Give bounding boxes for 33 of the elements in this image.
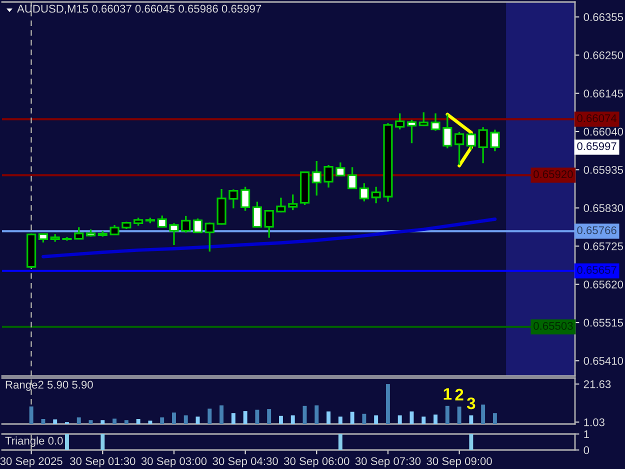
annotation: 2 bbox=[455, 388, 464, 400]
x-tick-label: 30 Sep 07:30 bbox=[355, 457, 421, 468]
ref-line-label: 0.65766 bbox=[577, 226, 616, 234]
x-tick-label: 30 Sep 06:00 bbox=[284, 457, 350, 468]
ref-line-label: 0.65920 bbox=[534, 170, 573, 178]
annotation: 1 bbox=[444, 388, 452, 400]
x-tick-label: 30 Sep 03:00 bbox=[141, 457, 207, 468]
y-tick-label: 0.65620 bbox=[584, 280, 624, 288]
chart-title: Range2 5.90 5.90 bbox=[6, 380, 93, 391]
y-tick-label: 0.65515 bbox=[584, 318, 624, 327]
y-tick-label: 1 bbox=[584, 430, 589, 438]
x-tick-label: 30 Sep 2025 bbox=[0, 457, 62, 468]
y-tick-label: 0.66355 bbox=[584, 13, 624, 22]
y-tick-label: 1.03 bbox=[584, 418, 604, 426]
y-tick-label: 0.65725 bbox=[584, 242, 624, 250]
y-tick-label: 0.65935 bbox=[584, 166, 624, 174]
y-tick-label: 0.66250 bbox=[584, 51, 624, 60]
ref-line-label: 0.66074 bbox=[577, 114, 617, 122]
chart-title: AUDUSD,M15 0.66037 0.66045 0.65986 0.65997 bbox=[17, 4, 262, 14]
y-tick-label: 21.63 bbox=[584, 380, 611, 388]
y-tick-label: 0.65830 bbox=[584, 204, 624, 212]
x-tick-label: 30 Sep 09:00 bbox=[426, 457, 492, 468]
y-tick-label: 0.66040 bbox=[584, 128, 624, 136]
y-tick-label: 0.65410 bbox=[584, 356, 624, 365]
chart-title: Triangle 0.0 bbox=[5, 436, 63, 447]
annotation: 3 bbox=[466, 397, 476, 410]
x-tick-label: 30 Sep 01:30 bbox=[70, 457, 136, 468]
annotation: 0.65997 bbox=[577, 142, 616, 150]
y-tick-label: 0 bbox=[584, 446, 590, 454]
x-tick-label: 30 Sep 04:30 bbox=[212, 457, 278, 468]
ref-line-label: 0.65503 bbox=[534, 322, 573, 330]
y-tick-label: 0.66145 bbox=[584, 90, 624, 98]
ref-line-label: 0.65657 bbox=[577, 266, 616, 274]
